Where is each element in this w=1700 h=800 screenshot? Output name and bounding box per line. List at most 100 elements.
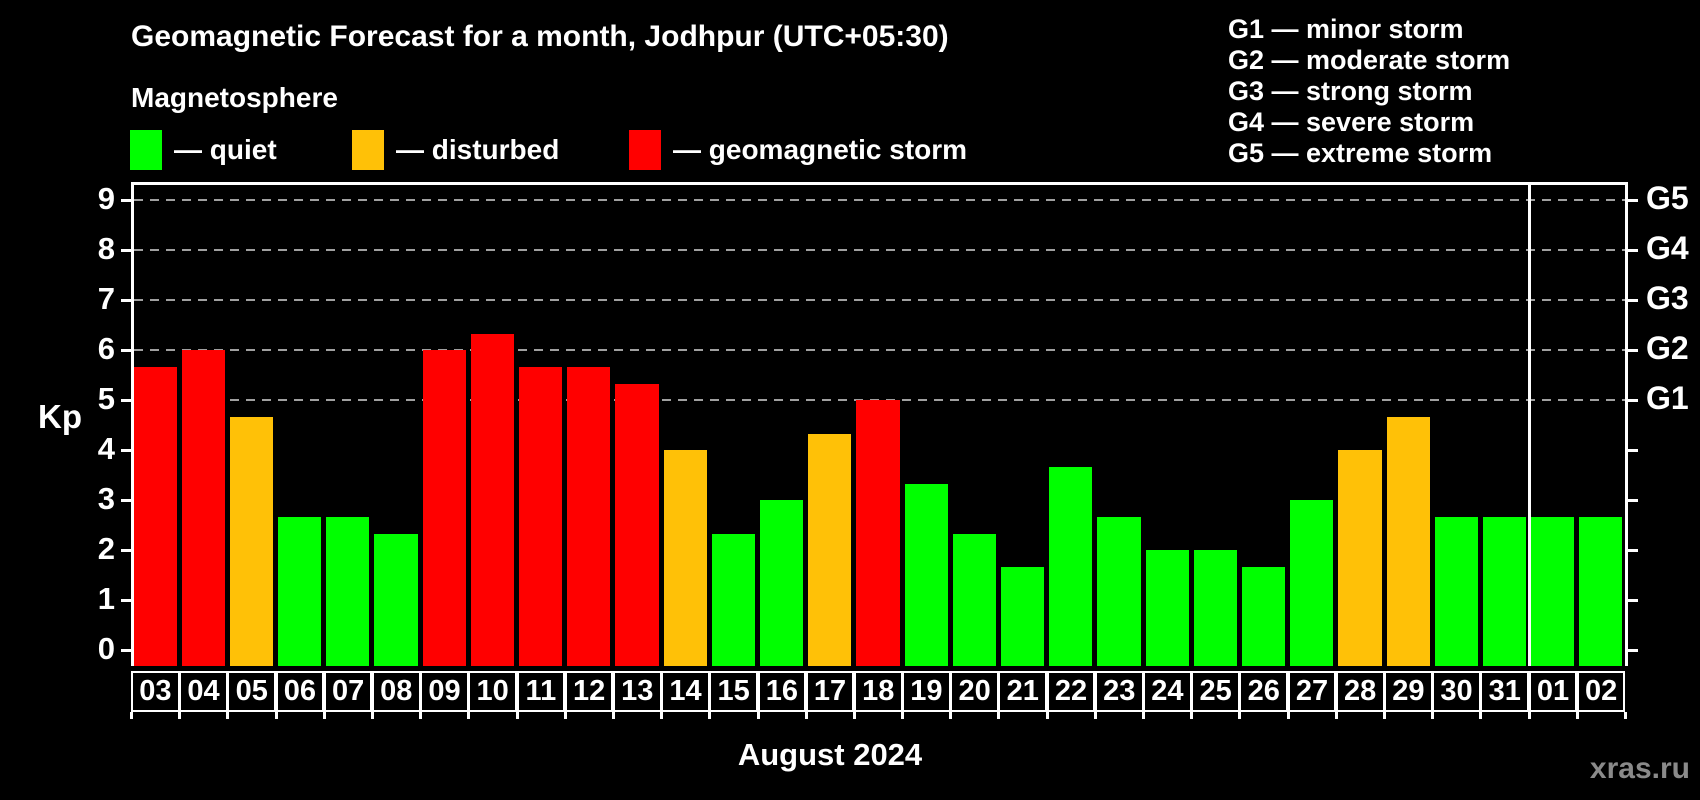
bar-12 bbox=[567, 366, 611, 666]
bar-29 bbox=[1386, 416, 1430, 666]
date-label-23: 23 bbox=[1094, 671, 1144, 712]
date-label-05: 05 bbox=[227, 671, 277, 712]
bar-10 bbox=[470, 333, 515, 666]
legend-label-storm: — geomagnetic storm bbox=[673, 134, 968, 165]
date-axis-tick-8 bbox=[515, 712, 519, 719]
y-axis-label-6: 6 bbox=[97, 331, 115, 366]
right-axis-tick-1 bbox=[1628, 599, 1638, 602]
date-label-08: 08 bbox=[371, 671, 421, 712]
bar-17 bbox=[808, 433, 852, 666]
date-label-09: 09 bbox=[420, 671, 469, 712]
date-axis-tick-30 bbox=[1575, 712, 1579, 719]
date-label-24: 24 bbox=[1143, 671, 1192, 712]
bar-07 bbox=[326, 516, 370, 666]
date-axis-tick-24 bbox=[1286, 712, 1290, 719]
gridline-kp7 bbox=[134, 299, 1625, 301]
right-axis-tick-9 bbox=[1628, 199, 1638, 202]
date-axis-tick-17 bbox=[949, 712, 953, 719]
y-axis-label-8: 8 bbox=[97, 231, 115, 266]
bar-25 bbox=[1193, 550, 1237, 666]
y-axis-tick-1 bbox=[121, 599, 131, 602]
chart-subtitle: Magnetosphere bbox=[131, 82, 338, 113]
storm-scale-legend: G1 — minor storm G2 — moderate storm G3 … bbox=[1228, 14, 1510, 169]
plot-border-right bbox=[1625, 182, 1628, 666]
date-label-16: 16 bbox=[757, 671, 807, 712]
date-label-20: 20 bbox=[950, 671, 999, 712]
date-axis-tick-15 bbox=[852, 712, 856, 719]
bar-02 bbox=[1579, 516, 1623, 666]
bar-30 bbox=[1434, 516, 1478, 666]
right-axis-label-g3: G3 bbox=[1646, 280, 1689, 316]
right-axis-tick-2 bbox=[1628, 549, 1638, 552]
storm-scale-g3: G3 — strong storm bbox=[1228, 76, 1473, 106]
date-label-22: 22 bbox=[1046, 671, 1096, 712]
date-label-04: 04 bbox=[179, 671, 228, 712]
date-label-21: 21 bbox=[998, 671, 1048, 712]
bar-19 bbox=[904, 483, 948, 666]
bar-03 bbox=[133, 366, 177, 666]
date-axis-tick-3 bbox=[274, 712, 278, 719]
date-axis-tick-21 bbox=[1142, 712, 1146, 719]
date-axis-tick-13 bbox=[756, 712, 760, 719]
y-axis-label-1: 1 bbox=[97, 581, 115, 616]
bar-28 bbox=[1338, 450, 1382, 666]
legend-item-quiet: — quiet bbox=[130, 130, 277, 170]
date-axis-tick-14 bbox=[804, 712, 808, 719]
date-label-26: 26 bbox=[1239, 671, 1289, 712]
date-label-12: 12 bbox=[564, 671, 614, 712]
date-axis-tick-26 bbox=[1383, 712, 1387, 719]
bar-31 bbox=[1482, 516, 1527, 666]
date-label-28: 28 bbox=[1335, 671, 1385, 712]
bar-26 bbox=[1241, 566, 1286, 666]
date-axis-tick-29 bbox=[1527, 712, 1531, 719]
date-axis-tick-5 bbox=[370, 712, 374, 719]
y-axis-tick-0 bbox=[121, 649, 131, 652]
y-axis-label-3: 3 bbox=[97, 481, 115, 516]
bar-04 bbox=[181, 350, 225, 666]
legend-label-quiet: — quiet bbox=[174, 134, 277, 165]
y-axis-tick-7 bbox=[121, 299, 131, 302]
right-axis-tick-8 bbox=[1628, 249, 1638, 252]
y-axis-label-2: 2 bbox=[97, 531, 115, 566]
y-axis-tick-2 bbox=[121, 549, 131, 552]
right-axis-label-g5: G5 bbox=[1646, 180, 1689, 216]
date-label-19: 19 bbox=[902, 671, 951, 712]
bar-18 bbox=[856, 400, 900, 666]
right-axis-tick-5 bbox=[1628, 399, 1638, 402]
gridline-kp6 bbox=[134, 349, 1625, 351]
storm-scale-g1: G1 — minor storm bbox=[1228, 14, 1464, 44]
date-axis-tick-19 bbox=[1045, 712, 1049, 719]
y-axis-label-4: 4 bbox=[97, 431, 115, 466]
right-axis-label-g4: G4 bbox=[1646, 230, 1689, 266]
y-axis-label-5: 5 bbox=[97, 381, 115, 416]
storm-scale-g4: G4 — severe storm bbox=[1228, 107, 1475, 137]
bar-16 bbox=[760, 500, 804, 666]
y-axis-tick-5 bbox=[121, 399, 131, 402]
right-axis-tick-3 bbox=[1628, 499, 1638, 502]
plot-border-left bbox=[131, 182, 134, 666]
right-axis-label-g1: G1 bbox=[1646, 380, 1689, 416]
date-label-30: 30 bbox=[1432, 671, 1481, 712]
date-label-15: 15 bbox=[709, 671, 758, 712]
date-axis-tick-7 bbox=[467, 712, 471, 719]
date-label-10: 10 bbox=[468, 671, 518, 712]
date-axis-tick-12 bbox=[708, 712, 712, 719]
bar-09 bbox=[422, 350, 466, 666]
bar-01 bbox=[1531, 516, 1575, 666]
date-axis-tick-28 bbox=[1479, 712, 1483, 719]
legend-label-disturbed: — disturbed bbox=[396, 134, 560, 165]
bar-22 bbox=[1049, 466, 1093, 666]
bar-11 bbox=[519, 366, 563, 666]
date-label-06: 06 bbox=[275, 671, 325, 712]
date-axis-tick-10 bbox=[611, 712, 615, 719]
y-axis-title: Kp bbox=[38, 398, 82, 435]
date-label-03: 03 bbox=[131, 671, 180, 712]
disturbed-color-swatch bbox=[352, 130, 384, 170]
bar-23 bbox=[1097, 516, 1141, 666]
bar-21 bbox=[1000, 566, 1045, 666]
y-axis-tick-8 bbox=[121, 249, 131, 252]
month-separator-line bbox=[1527, 185, 1531, 666]
date-axis-tick-18 bbox=[997, 712, 1001, 719]
date-label-17: 17 bbox=[805, 671, 855, 712]
page-title: Geomagnetic Forecast for a month, Jodhpu… bbox=[131, 20, 949, 53]
